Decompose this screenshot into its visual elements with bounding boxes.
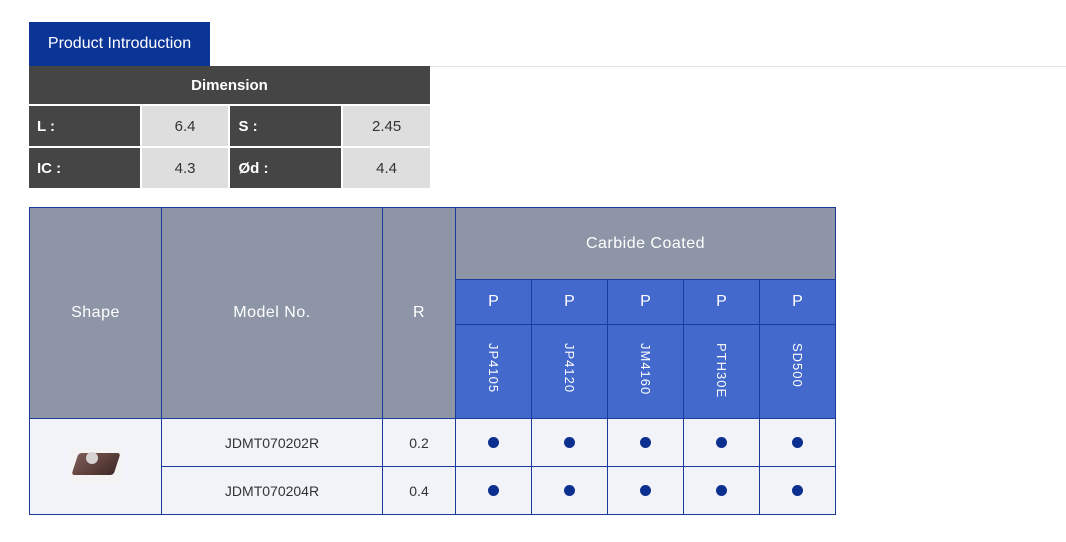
dimension-table: Dimension L : 6.4 S : 2.45 IC : 4.3 Ød :… (29, 66, 430, 188)
availability-cell (455, 418, 532, 467)
availability-cell (683, 418, 760, 467)
availability-cell (759, 418, 836, 467)
grade-class: P (683, 279, 760, 325)
grade-name-cell: JP4105 (455, 324, 532, 419)
dimension-row: L : 6.4 S : 2.45 (29, 105, 430, 148)
dim-label-l: L : (29, 105, 142, 148)
dim-label-ic: IC : (29, 147, 142, 188)
dim-value-s: 2.45 (342, 105, 430, 148)
grade-name: JP4120 (562, 343, 577, 394)
tab-bar: Product Introduction (29, 22, 1066, 67)
table-row: JDMT070202R 0.2 (29, 418, 836, 515)
grade-name-cell: JM4160 (607, 324, 684, 419)
grade-name: JM4160 (638, 343, 653, 396)
grade-class: P (759, 279, 836, 325)
availability-dot (792, 484, 803, 496)
product-table: Shape Model No. R Carbide Coated P P P P… (29, 207, 836, 515)
header-shape: Shape (29, 207, 162, 419)
availability-dot (640, 484, 651, 496)
availability-cell (683, 466, 760, 515)
availability-cell (531, 418, 608, 467)
dim-label-od: Ød : (229, 147, 344, 188)
availability-dot (716, 484, 727, 496)
dim-value-ic: 4.3 (140, 147, 231, 188)
availability-dot (716, 436, 727, 448)
availability-dot (564, 436, 575, 448)
grade-name-cell: JP4120 (531, 324, 608, 419)
radius-value: 0.4 (382, 466, 456, 515)
grade-class: P (531, 279, 608, 325)
tab-product-introduction[interactable]: Product Introduction (29, 22, 210, 66)
grade-name-cell: PTH30E (683, 324, 760, 419)
model-no[interactable]: JDMT070204R (161, 466, 383, 515)
grade-class: P (455, 279, 532, 325)
table-row: JDMT070204R 0.4 (30, 466, 836, 515)
header-model-no: Model No. (161, 207, 383, 419)
header-carbide-coated: Carbide Coated (455, 207, 836, 280)
grade-name: SD500 (790, 343, 805, 388)
availability-cell (531, 466, 608, 515)
shape-cell (29, 418, 162, 515)
availability-dot (488, 436, 499, 448)
dimension-row: IC : 4.3 Ød : 4.4 (29, 147, 430, 188)
availability-cell (607, 418, 684, 467)
availability-dot (640, 436, 651, 448)
dim-value-od: 4.4 (342, 147, 430, 188)
radius-value: 0.2 (382, 418, 456, 467)
insert-image (69, 447, 122, 483)
dim-value-l: 6.4 (140, 105, 231, 148)
dimension-title: Dimension (29, 66, 430, 106)
availability-dot (792, 436, 803, 448)
grade-name-cell: SD500 (759, 324, 836, 419)
availability-cell (455, 466, 532, 515)
grade-name: PTH30E (714, 343, 729, 399)
availability-cell (607, 466, 684, 515)
header-r: R (382, 207, 456, 419)
grade-class: P (607, 279, 684, 325)
availability-dot (564, 484, 575, 496)
model-no[interactable]: JDMT070202R (161, 418, 383, 467)
grade-name: JP4105 (486, 343, 501, 394)
availability-dot (488, 484, 499, 496)
dim-label-s: S : (229, 105, 344, 148)
availability-cell (759, 466, 836, 515)
